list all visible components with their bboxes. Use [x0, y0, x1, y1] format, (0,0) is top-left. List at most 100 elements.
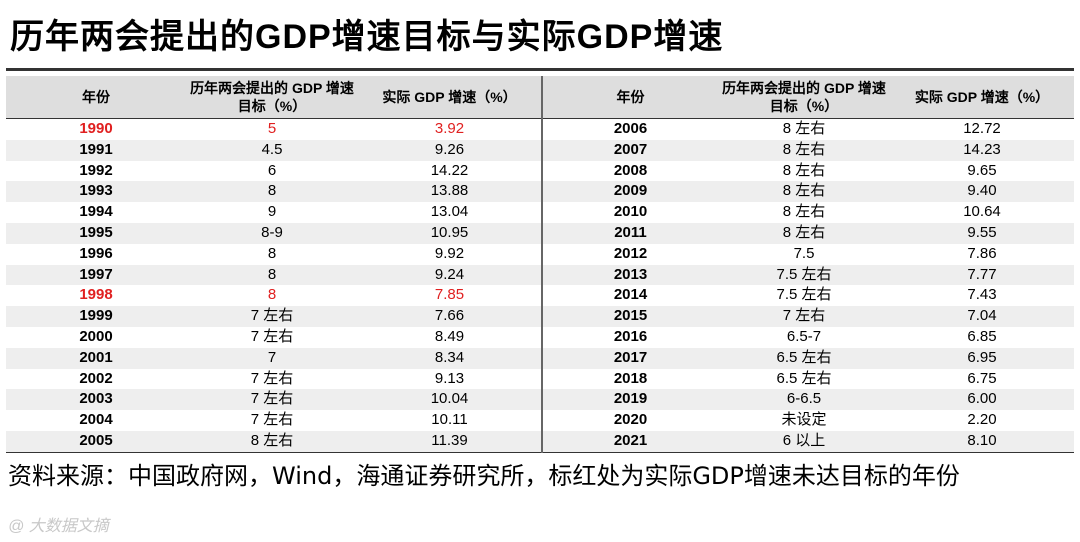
cell-actual: 9.24	[358, 264, 543, 286]
cell-actual: 6.95	[890, 347, 1074, 369]
cell-target: 7 左右	[250, 327, 294, 345]
cell-actual: 7.85	[358, 285, 543, 307]
cell-target: 7 左右	[250, 369, 294, 387]
cell-year: 2017	[542, 347, 718, 369]
cell-year: 2018	[613, 369, 648, 387]
cell-target: 4.5	[186, 139, 358, 161]
cell-year: 2019	[542, 389, 718, 411]
cell-year: 2010	[613, 203, 648, 221]
cell-actual: 8.10	[890, 430, 1074, 453]
cell-actual: 10.11	[358, 410, 543, 431]
cell-year: 1994	[79, 203, 113, 221]
cell-year: 2012	[613, 244, 648, 262]
table-row: 1995 8-9 10.95 2011 8 左右 9.55	[6, 222, 1074, 244]
header-target-left: 历年两会提出的 GDP 增速目标（%）	[186, 76, 358, 119]
table-row: 1998 8 7.85 2014 7.5 左右 7.43	[6, 285, 1074, 307]
cell-actual: 7.43	[967, 286, 997, 304]
cell-year: 2009	[542, 181, 718, 203]
cell-actual: 9.40	[890, 181, 1074, 203]
table-row: 1999 7 左右 7.66 2015 7 左右 7.04	[6, 306, 1074, 327]
table-row: 2005 8 左右 11.39 2021 6 以上 8.10	[6, 430, 1074, 453]
table-row: 1991 4.5 9.26 2007 8 左右 14.23	[6, 139, 1074, 161]
cell-year: 2006	[613, 120, 648, 137]
cell-actual: 12.72	[963, 120, 1001, 137]
header-year-left: 年份	[6, 76, 186, 119]
cell-target: 未设定	[781, 411, 827, 429]
cell-target: 8	[186, 264, 358, 286]
cell-actual: 9.55	[890, 222, 1074, 244]
cell-target: 7 左右	[718, 306, 890, 327]
cell-target: 8	[186, 181, 358, 203]
cell-year: 1998	[79, 286, 113, 304]
cell-target: 8	[267, 286, 277, 304]
cell-target: 6.5 左右	[776, 369, 832, 387]
cell-actual: 9.65	[967, 161, 997, 179]
cell-actual: 14.23	[890, 139, 1074, 161]
cell-year: 2000	[79, 327, 113, 345]
cell-year: 2016	[613, 327, 648, 345]
table-header-row: 年份 历年两会提出的 GDP 增速目标（%） 实际 GDP 增速（%） 年份 历…	[6, 76, 1074, 119]
top-rule	[6, 68, 1074, 71]
cell-year: 2007	[542, 139, 718, 161]
cell-actual: 6.85	[967, 327, 997, 345]
cell-target: 7 左右	[250, 411, 294, 429]
cell-actual: 7.66	[358, 306, 543, 327]
table-row: 2003 7 左右 10.04 2019 6-6.5 6.00	[6, 389, 1074, 411]
cell-actual: 14.22	[358, 160, 543, 182]
cell-actual: 9.26	[358, 139, 543, 161]
cell-year: 1993	[6, 181, 186, 203]
cell-target: 8 左右	[718, 222, 890, 244]
table-row: 2000 7 左右 8.49 2016 6.5-7 6.85	[6, 326, 1074, 348]
cell-target: 7 左右	[186, 306, 358, 327]
cell-target: 8	[267, 244, 277, 262]
cell-actual: 11.39	[358, 430, 543, 453]
cell-year: 1991	[6, 139, 186, 161]
cell-actual: 6.00	[890, 389, 1074, 411]
cell-actual: 2.20	[967, 411, 997, 429]
table-row: 1996 8 9.92 2012 7.5 7.86	[6, 243, 1074, 265]
cell-year: 1996	[79, 244, 113, 262]
cell-target: 8 左右	[782, 120, 826, 137]
cell-actual: 7.77	[890, 264, 1074, 286]
cell-actual: 13.04	[358, 202, 543, 223]
table-row: 1992 6 14.22 2008 8 左右 9.65	[6, 160, 1074, 182]
cell-target: 8 左右	[782, 161, 826, 179]
cell-target: 7.5 左右	[776, 286, 832, 304]
cell-target: 6.5 左右	[718, 347, 890, 369]
cell-actual: 3.92	[358, 118, 543, 140]
cell-year: 2002	[79, 369, 113, 387]
header-actual-left: 实际 GDP 增速（%）	[358, 76, 543, 119]
table-row: 2004 7 左右 10.11 2020 未设定 2.20	[6, 410, 1074, 431]
cell-target: 7.5 左右	[718, 264, 890, 286]
cell-year: 1990	[79, 120, 113, 137]
cell-target: 8 左右	[186, 430, 358, 453]
cell-target: 6 以上	[718, 430, 890, 453]
table-row: 1993 8 13.88 2009 8 左右 9.40	[6, 181, 1074, 203]
cell-year: 2003	[6, 389, 186, 411]
cell-year: 2020	[613, 411, 648, 429]
table-row: 2002 7 左右 9.13 2018 6.5 左右 6.75	[6, 368, 1074, 390]
gdp-table: 年份 历年两会提出的 GDP 增速目标（%） 实际 GDP 增速（%） 年份 历…	[6, 76, 1074, 453]
cell-actual: 7.86	[967, 244, 997, 262]
table-row: 1994 9 13.04 2010 8 左右 10.64	[6, 202, 1074, 223]
cell-year: 1992	[79, 161, 113, 179]
cell-year: 2011	[542, 222, 718, 244]
cell-target: 7.5	[793, 244, 815, 262]
header-target-right: 历年两会提出的 GDP 增速目标（%）	[718, 76, 890, 119]
cell-year: 2008	[613, 161, 648, 179]
cell-year: 1995	[6, 222, 186, 244]
cell-target: 7	[186, 347, 358, 369]
table-row: 2001 7 8.34 2017 6.5 左右 6.95	[6, 347, 1074, 369]
header-actual-right: 实际 GDP 增速（%）	[890, 76, 1074, 119]
cell-actual: 10.95	[358, 222, 543, 244]
cell-target: 5	[267, 120, 277, 137]
cell-target: 8 左右	[718, 139, 890, 161]
cell-year: 2004	[79, 411, 113, 429]
cell-year: 2013	[542, 264, 718, 286]
cell-target: 6	[267, 161, 277, 179]
cell-actual: 10.04	[358, 389, 543, 411]
cell-year: 2015	[542, 306, 718, 327]
cell-target: 6-6.5	[718, 389, 890, 411]
cell-target: 8 左右	[782, 203, 826, 221]
cell-actual: 8.34	[358, 347, 543, 369]
